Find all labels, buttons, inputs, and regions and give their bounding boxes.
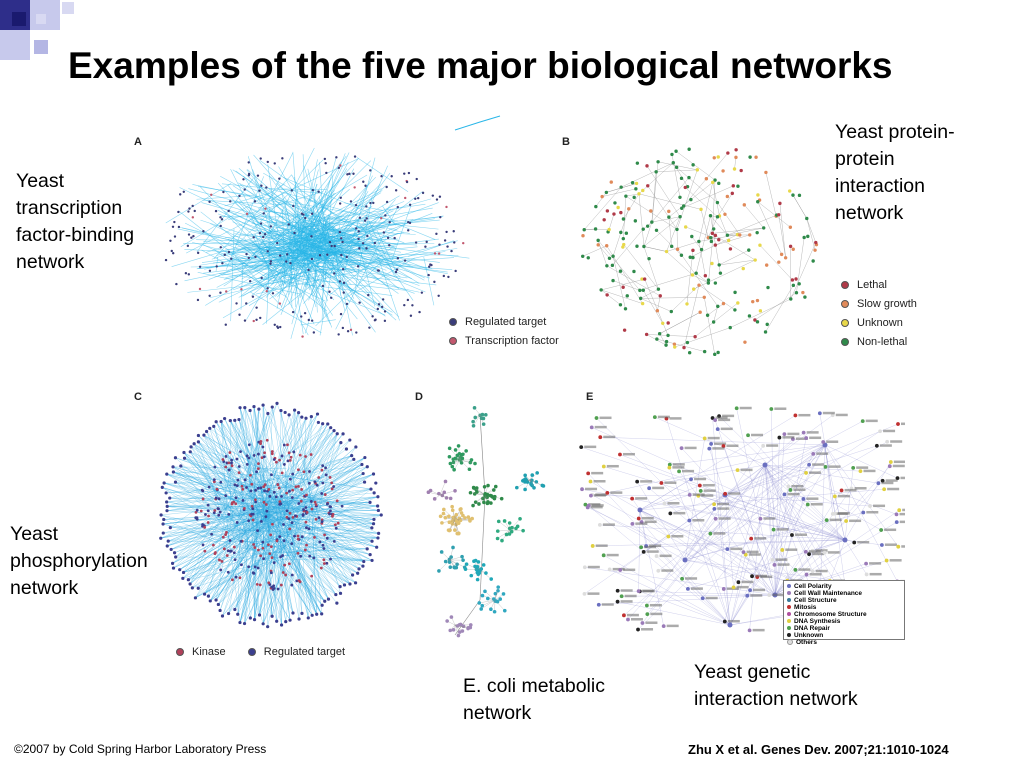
dot-icon [841, 300, 849, 309]
panel-letter-b: B [562, 136, 570, 148]
legend-b-item: Lethal [841, 276, 917, 295]
copyright-note: ©2007 by Cold Spring Harbor Laboratory P… [14, 742, 267, 756]
legend-b-item: Non-lethal [841, 333, 917, 352]
network-a-transcription [164, 147, 470, 339]
legend-a-item: Transcription factor [449, 332, 559, 351]
legend-b: Lethal Slow growth Unknown Non-lethal [841, 276, 917, 352]
legend-b-item: Unknown [841, 314, 917, 333]
dot-icon [449, 318, 457, 327]
caption-e: Yeast genetic interaction network [694, 661, 858, 710]
caption-b: Yeast protein- protein interaction netwo… [835, 121, 955, 224]
dot-icon [841, 319, 849, 328]
caption-a: Yeast transcription factor-binding netwo… [16, 170, 135, 273]
stray-edge-fragment [454, 115, 501, 131]
caption-c: Yeast phosphorylation network [10, 523, 148, 599]
legend-a-item: Regulated target [449, 313, 559, 332]
panel-letter-a: A [134, 136, 142, 148]
page-title: Examples of the five major biological ne… [68, 45, 893, 86]
network-d-metabolic [426, 406, 546, 638]
legend-c-item: Regulated target [247, 646, 345, 658]
network-e-genetic [579, 406, 905, 635]
panel-letter-c: C [134, 391, 142, 403]
legend-e: Cell Polarity Cell Wall Maintenance Cell… [783, 580, 905, 646]
legend-b-item: Slow growth [841, 295, 917, 314]
dot-icon [176, 648, 184, 657]
network-b-protein [581, 147, 819, 357]
network-c-phosphorylation [159, 401, 383, 629]
legend-a: Regulated target Transcription factor [449, 313, 559, 351]
dot-icon [841, 281, 849, 290]
dot-icon [449, 337, 457, 346]
dot-icon [247, 648, 256, 657]
caption-d: E. coli metabolic network [463, 675, 605, 724]
legend-c-item: Kinase [176, 646, 226, 658]
legend-c: Kinase Regulated target [176, 643, 345, 662]
dot-icon [841, 338, 849, 347]
panel-letter-e: E [586, 391, 594, 403]
panel-letter-d: D [415, 391, 423, 403]
citation: Zhu X et al. Genes Dev. 2007;21:1010-102… [688, 742, 949, 757]
